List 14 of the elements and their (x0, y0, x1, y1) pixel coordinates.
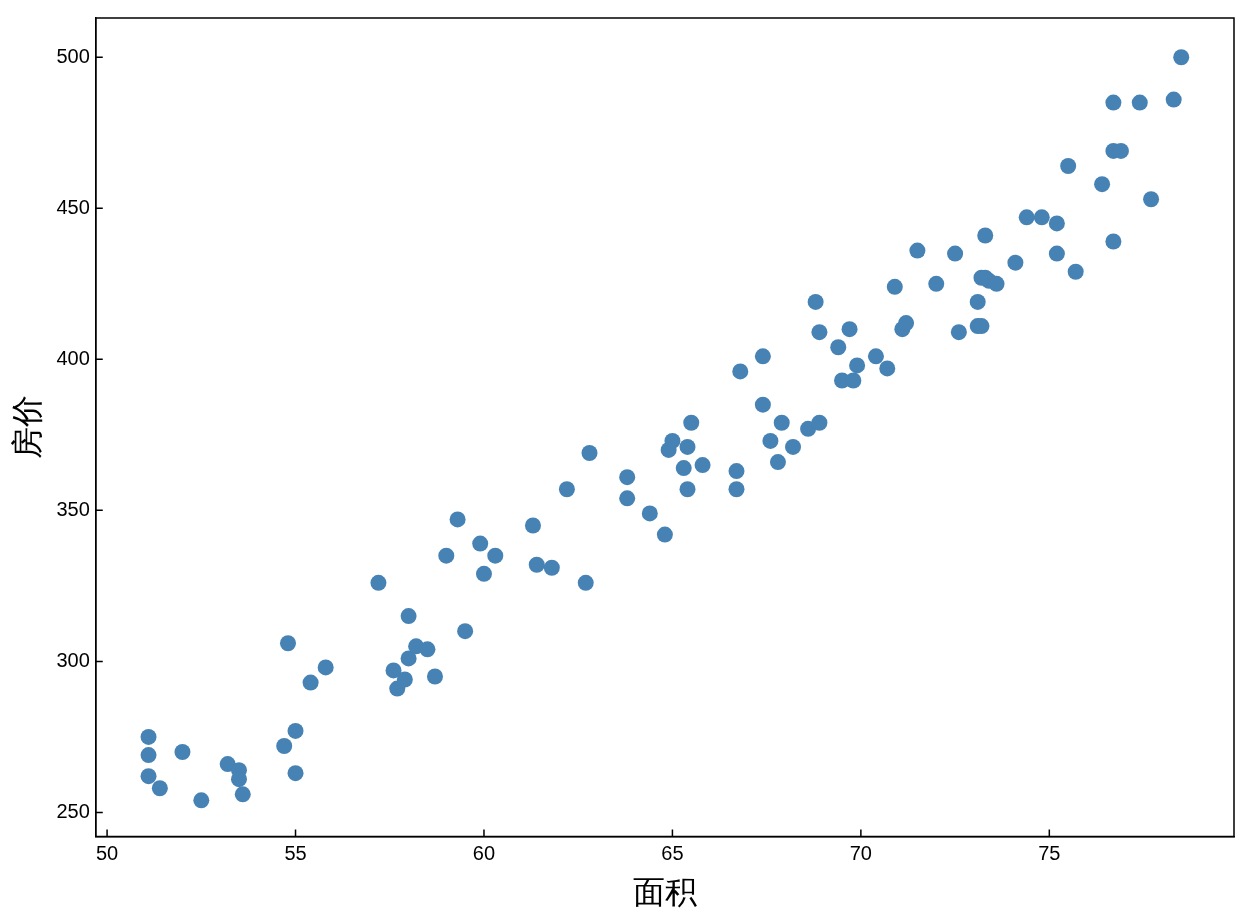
y-axis-title: 房价 (9, 395, 46, 460)
x-axis-title: 面积 (632, 873, 697, 910)
y-tick-label: 300 (56, 648, 90, 671)
y-tick-label: 250 (56, 799, 90, 822)
y-tick-label: 450 (56, 195, 90, 218)
x-tick-label: 55 (284, 842, 307, 865)
x-tick-label: 75 (1038, 842, 1061, 865)
y-tick-label: 350 (56, 497, 90, 520)
y-tick-label: 400 (56, 346, 90, 369)
x-tick-label: 50 (95, 842, 119, 865)
x-tick-label: 65 (661, 842, 684, 865)
x-tick-label: 60 (472, 842, 496, 865)
y-tick-label: 500 (56, 44, 90, 67)
x-tick-label: 70 (849, 842, 872, 865)
